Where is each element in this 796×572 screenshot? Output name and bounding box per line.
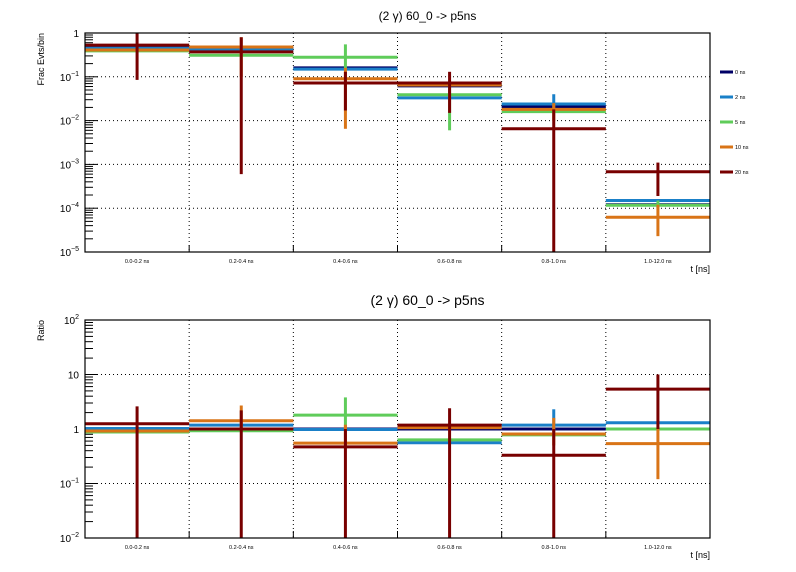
y-tick-label: 102 [64, 314, 79, 327]
y-tick-label: 10−3 [60, 158, 79, 171]
panel-fraction: 110−110−210−310−410−50.0-0.2 ns 0.2-0.4 n… [36, 9, 749, 274]
y-tick-label: 1 [73, 29, 79, 40]
y-tick-exponent: −2 [71, 532, 79, 539]
x-tick-label: 0.0-0.2 ns [125, 259, 150, 265]
y-tick-base: 10 [64, 316, 76, 327]
y-tick-exponent: −1 [71, 478, 79, 485]
chart-title: (2 γ) 60_0 -> p5ns [370, 292, 484, 308]
x-tick-label: 0.2-0.4 ns [229, 545, 254, 551]
y-tick-label: 10−2 [60, 115, 79, 128]
legend-label: 5 ns [735, 120, 746, 126]
y-tick-label: 10−1 [60, 71, 79, 84]
x-tick-label: 0.0-0.2 ns [125, 545, 150, 551]
x-tick-label: 0.8-1.0 ns [542, 545, 567, 551]
legend-label: 20 ns [735, 170, 749, 176]
y-tick-exponent: −5 [71, 246, 79, 253]
y-tick-base: 10 [60, 73, 72, 84]
y-tick-label: 10−1 [60, 478, 79, 491]
plot-frame [84, 319, 711, 539]
plot-frame [84, 32, 711, 253]
y-axis-label: Frac Evts/bin [36, 33, 46, 86]
x-tick-label: 0.8-1.0 ns [542, 259, 567, 265]
x-tick-label: 0.6-0.8 ns [437, 545, 462, 551]
y-tick-exponent: −3 [71, 158, 79, 165]
y-tick-exponent: −2 [71, 115, 79, 122]
y-tick-label: 1 [73, 425, 79, 436]
x-axis-label: t [ns] [690, 550, 710, 560]
legend-label: 10 ns [735, 145, 749, 151]
y-tick-base: 10 [60, 534, 72, 545]
legend-label: 0 ns [735, 70, 746, 76]
y-tick-label: 10−5 [60, 246, 79, 259]
x-tick-label: 0.4-0.6 ns [333, 259, 358, 265]
y-tick-exponent: 2 [75, 314, 79, 321]
x-tick-label: 0.2-0.4 ns [229, 259, 254, 265]
x-axis-label: t [ns] [690, 264, 710, 274]
legend: 0 ns 2 ns 5 ns 10 ns 20 ns [720, 70, 749, 176]
y-tick-base: 10 [60, 248, 72, 259]
y-tick-label: 10−2 [60, 532, 79, 545]
y-tick-exponent: −4 [71, 202, 79, 209]
series-20ns [85, 33, 710, 252]
legend-label: 2 ns [735, 95, 746, 101]
y-tick-base: 1 [73, 29, 79, 40]
y-tick-base: 10 [60, 117, 72, 128]
y-tick-exponent: −1 [71, 71, 79, 78]
x-tick-label: 0.4-0.6 ns [333, 545, 358, 551]
y-tick-base: 10 [60, 160, 72, 171]
y-tick-base: 10 [60, 204, 72, 215]
y-tick-base: 1 [73, 425, 79, 436]
series-5ns [85, 397, 710, 442]
y-tick-base: 10 [68, 371, 80, 382]
x-tick-label: 0.6-0.8 ns [437, 259, 462, 265]
x-tick-label: 1.0-12.0 ns [644, 545, 672, 551]
y-tick-label: 10−4 [60, 202, 79, 215]
x-tick-label: 1.0-12.0 ns [644, 259, 672, 265]
y-tick-label: 10 [68, 371, 80, 382]
y-axis-label: Ratio [36, 320, 46, 341]
chart-title: (2 γ) 60_0 -> p5ns [379, 9, 477, 23]
y-tick-base: 10 [60, 480, 72, 491]
series-20ns [85, 374, 710, 538]
